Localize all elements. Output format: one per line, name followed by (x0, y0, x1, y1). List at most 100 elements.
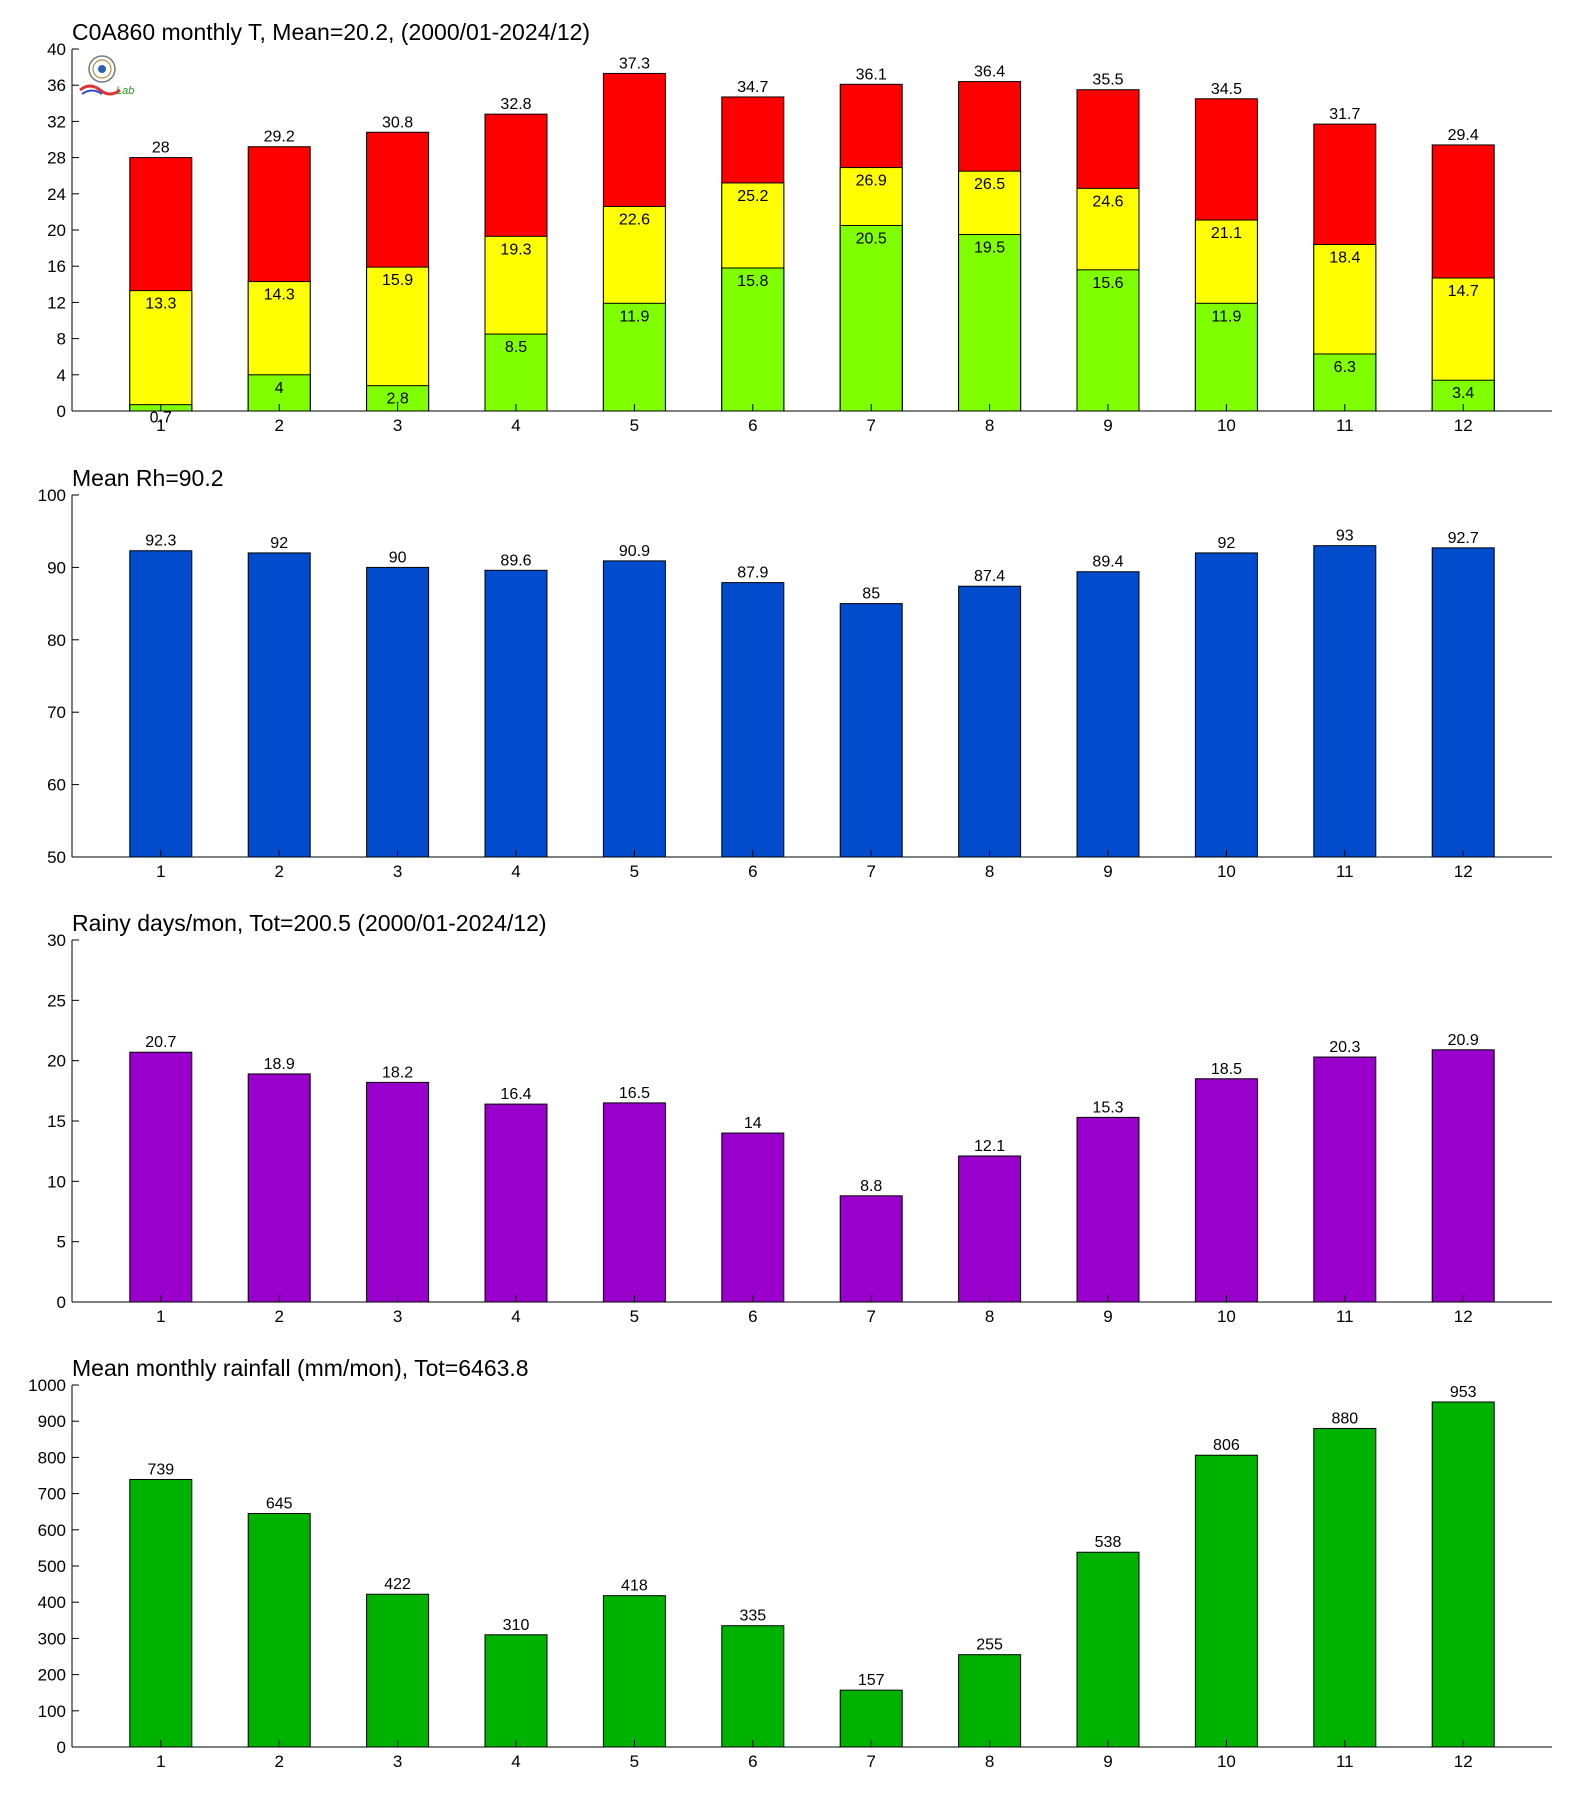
bar-rh-4 (484, 569, 548, 858)
x-tick-label: 3 (393, 416, 402, 435)
bar-tmin-8 (958, 234, 1022, 412)
y-tick-label: 32 (47, 112, 66, 131)
y-tick-label: 400 (38, 1593, 66, 1612)
y-tick-label: 500 (38, 1557, 66, 1576)
bar-rainy-days-5 (602, 1102, 666, 1303)
data-label-rainy-days-3: 18.2 (382, 1064, 413, 1081)
chart-temperature: C0A860 monthly T, Mean=20.2, (2000/01-20… (47, 19, 1552, 435)
y-tick-label: 700 (38, 1485, 66, 1504)
x-tick-label: 8 (985, 416, 994, 435)
data-label-rainy-days-9: 15.3 (1092, 1099, 1123, 1116)
data-label-tmin-7: 20.5 (856, 230, 887, 247)
x-tick-label: 8 (985, 1307, 994, 1326)
bar-rainy-days-3 (366, 1081, 430, 1303)
bar-rainy-days-1 (129, 1051, 193, 1303)
bar-rh-9 (1076, 571, 1140, 858)
y-tick-label: 0 (57, 1738, 66, 1757)
y-tick-label: 0 (57, 1293, 66, 1312)
data-label-tmax-1: 28 (152, 140, 170, 157)
data-label-tmean-4: 19.3 (500, 241, 531, 258)
x-tick-label: 12 (1454, 862, 1473, 881)
data-label-rainfall-8: 255 (976, 1637, 1003, 1654)
data-label-rh-9: 89.4 (1092, 554, 1123, 571)
bar-rainy-days-10 (1194, 1078, 1258, 1303)
y-tick-label: 10 (47, 1172, 66, 1191)
bar-rainy-days-7 (839, 1195, 903, 1303)
x-tick-label: 4 (511, 1752, 520, 1771)
y-tick-label: 12 (47, 293, 66, 312)
y-tick-label: 200 (38, 1666, 66, 1685)
bar-rainfall-8 (958, 1654, 1022, 1748)
data-label-rh-10: 92 (1218, 535, 1236, 552)
data-label-tmin-6: 15.8 (737, 273, 768, 290)
bar-rh-12 (1431, 547, 1495, 858)
data-label-tmean-3: 15.9 (382, 272, 413, 289)
x-tick-label: 2 (274, 862, 283, 881)
x-tick-label: 10 (1217, 1307, 1236, 1326)
chart-title: Rainy days/mon, Tot=200.5 (2000/01-2024/… (72, 910, 547, 936)
x-tick-label: 12 (1454, 1307, 1473, 1326)
x-tick-label: 1 (156, 1752, 165, 1771)
y-tick-label: 80 (47, 631, 66, 650)
x-tick-label: 8 (985, 1752, 994, 1771)
data-label-rainfall-3: 422 (384, 1576, 411, 1593)
bar-rainfall-1 (129, 1478, 193, 1748)
data-label-tmean-11: 18.4 (1329, 249, 1360, 266)
bar-tmin-11 (1313, 353, 1377, 412)
x-tick-label: 10 (1217, 862, 1236, 881)
y-tick-label: 4 (57, 366, 66, 385)
y-tick-label: 1000 (28, 1376, 66, 1395)
bar-rainfall-5 (602, 1595, 666, 1748)
bar-rh-5 (602, 560, 666, 858)
y-tick-label: 30 (47, 931, 66, 950)
data-label-rh-7: 85 (862, 586, 880, 603)
x-tick-label: 1 (156, 862, 165, 881)
bar-rainfall-3 (366, 1593, 430, 1748)
bar-rainfall-9 (1076, 1551, 1140, 1748)
y-tick-label: 24 (47, 185, 66, 204)
y-tick-label: 25 (47, 991, 66, 1010)
data-label-rainy-days-5: 16.5 (619, 1085, 650, 1102)
x-tick-label: 2 (274, 416, 283, 435)
y-tick-label: 8 (57, 330, 66, 349)
x-tick-label: 9 (1103, 416, 1112, 435)
y-tick-label: 60 (47, 776, 66, 795)
x-tick-label: 9 (1103, 1307, 1112, 1326)
bar-rainy-days-2 (247, 1073, 311, 1303)
data-label-tmax-9: 35.5 (1092, 72, 1123, 89)
y-tick-label: 100 (38, 486, 66, 505)
y-tick-label: 50 (47, 848, 66, 867)
data-label-tmin-2: 4 (275, 380, 284, 397)
x-tick-label: 6 (748, 1307, 757, 1326)
data-label-tmin-12: 3.4 (1452, 385, 1474, 402)
chart-title: C0A860 monthly T, Mean=20.2, (2000/01-20… (72, 19, 590, 45)
bar-rainy-days-11 (1313, 1056, 1377, 1303)
lab-logo: Lab (79, 55, 134, 97)
data-label-rh-3: 90 (389, 549, 407, 566)
x-tick-label: 3 (393, 1307, 402, 1326)
x-tick-label: 9 (1103, 862, 1112, 881)
bar-rainfall-4 (484, 1634, 548, 1748)
y-tick-label: 36 (47, 76, 66, 95)
data-label-tmean-9: 24.6 (1092, 193, 1123, 210)
data-label-tmin-8: 19.5 (974, 240, 1005, 257)
data-label-rainy-days-4: 16.4 (500, 1086, 531, 1103)
data-label-rh-11: 93 (1336, 528, 1354, 545)
x-tick-label: 3 (393, 1752, 402, 1771)
data-label-rainfall-9: 538 (1095, 1534, 1122, 1551)
data-label-tmin-3: 2.8 (386, 391, 408, 408)
data-label-rainfall-5: 418 (621, 1578, 648, 1595)
x-tick-label: 5 (630, 416, 639, 435)
x-tick-label: 10 (1217, 416, 1236, 435)
data-label-rainy-days-11: 20.3 (1329, 1039, 1360, 1056)
data-label-tmax-5: 37.3 (619, 55, 650, 72)
bar-tmin-4 (484, 333, 548, 412)
bar-tmin-7 (839, 224, 903, 412)
data-label-rh-2: 92 (270, 535, 288, 552)
x-tick-label: 4 (511, 862, 520, 881)
data-label-rainy-days-7: 8.8 (860, 1178, 882, 1195)
x-tick-label: 6 (748, 862, 757, 881)
x-tick-label: 5 (630, 1752, 639, 1771)
x-tick-label: 1 (156, 1307, 165, 1326)
